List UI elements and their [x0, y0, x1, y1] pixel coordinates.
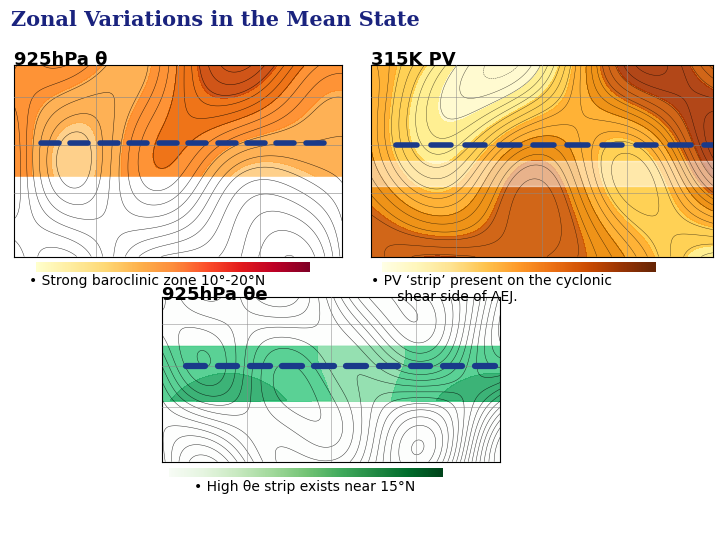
- Text: • PV ‘strip’ present on the cyclonic
      shear side of AEJ.: • PV ‘strip’ present on the cyclonic she…: [371, 274, 612, 304]
- Text: 315K PV: 315K PV: [371, 51, 456, 69]
- Text: 925hPa θ: 925hPa θ: [14, 51, 108, 69]
- Text: • High θe strip exists near 15°N: • High θe strip exists near 15°N: [194, 480, 415, 494]
- Text: Zonal Variations in the Mean State: Zonal Variations in the Mean State: [11, 10, 420, 30]
- Text: • Strong baroclinic zone 10°-20°N: • Strong baroclinic zone 10°-20°N: [29, 274, 265, 288]
- Text: 925hPa θe: 925hPa θe: [162, 286, 268, 304]
